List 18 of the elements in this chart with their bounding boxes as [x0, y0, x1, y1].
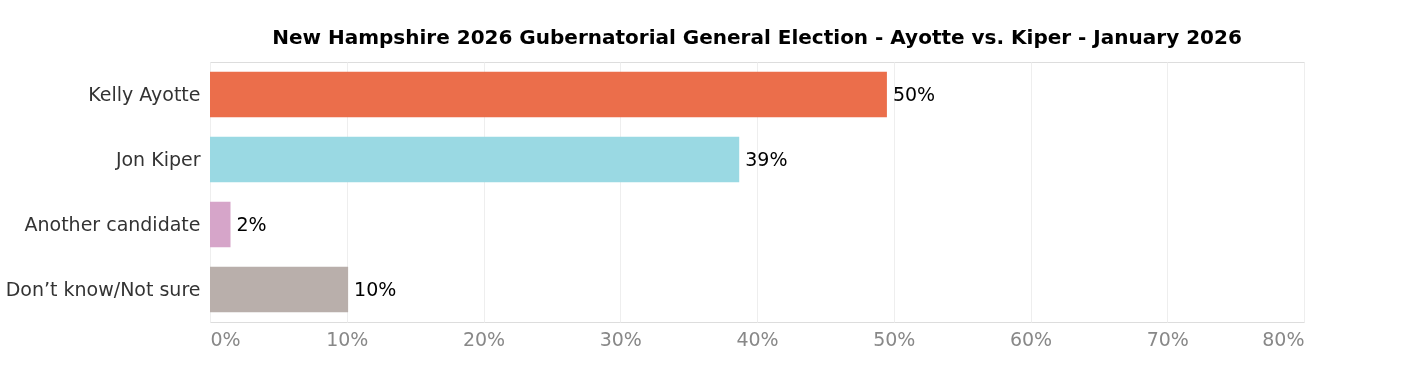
x-tick-label: 80%	[1262, 327, 1305, 350]
x-tick-label: 30%	[599, 327, 642, 350]
y-tick-label: Kelly Ayotte	[88, 82, 201, 105]
x-tick-label: 50%	[873, 327, 916, 350]
chart-title: New Hampshire 2026 Gubernatorial General Election - Ayotte vs. Kiper - January 2026	[272, 25, 1242, 49]
y-tick-label: Don’t know/Not sure	[5, 277, 201, 300]
data-label: 50%	[892, 82, 936, 105]
data-label: 39%	[745, 147, 788, 170]
data-label: 2%	[236, 212, 267, 235]
x-tick-label: 20%	[462, 327, 506, 350]
y-tick-label: Jon Kiper	[114, 147, 201, 170]
y-tick-label: Another candidate	[24, 212, 201, 235]
x-tick-label: 10%	[326, 327, 369, 350]
data-label: 10%	[354, 277, 397, 300]
x-tick-label: 70%	[1146, 327, 1189, 350]
x-tick-label: 0%	[210, 327, 241, 350]
x-tick-label: 60%	[1009, 327, 1053, 350]
x-tick-label: 40%	[736, 327, 779, 350]
